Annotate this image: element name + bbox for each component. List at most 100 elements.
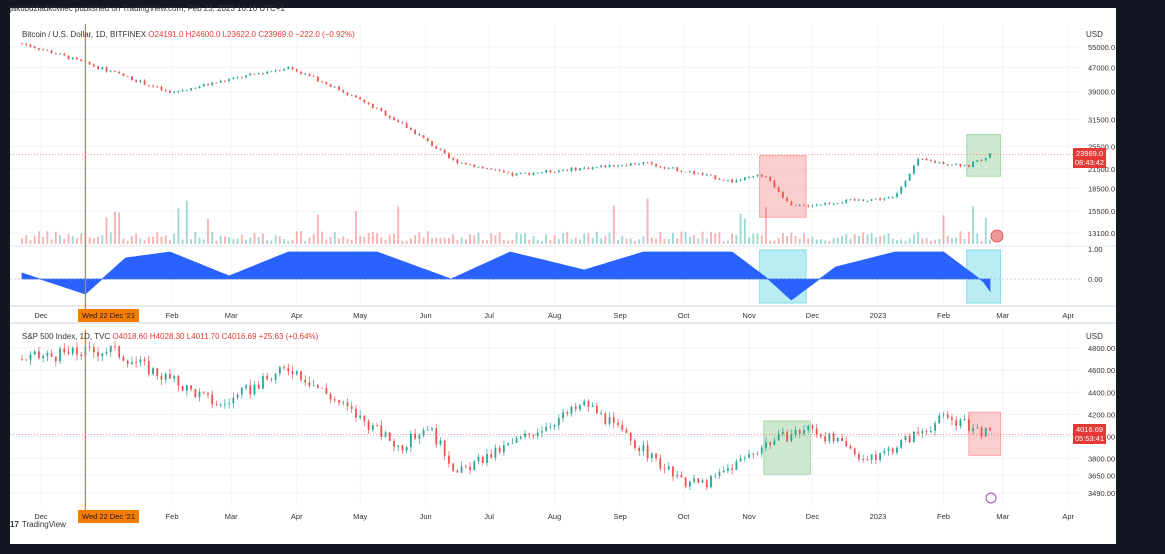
time-axis-label: Jul xyxy=(484,311,494,320)
spx-candle-body xyxy=(439,440,442,445)
btc-candle-body xyxy=(879,198,881,200)
btc-candle-body xyxy=(760,174,763,177)
published-caption: jakubdzladkowiec published on TradingVie… xyxy=(10,4,285,13)
spx-candle-body xyxy=(688,481,691,487)
spx-candle-body xyxy=(262,376,264,389)
spx-candle-body xyxy=(638,448,641,452)
btc-candle-body xyxy=(249,73,252,76)
btc-candle-body xyxy=(591,167,594,169)
spx-candle-body xyxy=(938,415,941,424)
tradingview-logo[interactable]: 17 TradingView xyxy=(10,520,66,529)
volume-bar xyxy=(549,240,552,244)
volume-bar xyxy=(562,233,564,244)
volume-bar xyxy=(181,239,184,244)
btc-candle-body xyxy=(435,145,438,149)
spx-candle-body xyxy=(913,431,915,443)
time-axis-label: Dec xyxy=(806,512,820,521)
volume-bar xyxy=(545,234,548,244)
btc-candle-body xyxy=(126,75,129,77)
volume-bar xyxy=(756,233,759,244)
btc-candle-body xyxy=(579,168,581,171)
volume-bar xyxy=(515,232,518,244)
volume-bar xyxy=(211,231,214,244)
spx-candle-body xyxy=(304,379,307,383)
btc-candle-body xyxy=(718,179,721,180)
volume-bar xyxy=(574,237,577,244)
volume-bar xyxy=(566,231,569,244)
spx-candle-body xyxy=(570,406,573,414)
spx-candle-body xyxy=(748,454,750,458)
btc-candle-body xyxy=(769,177,772,181)
btc-candle-body xyxy=(329,84,332,87)
btc-candle-body xyxy=(194,88,197,89)
spx-candle-body xyxy=(625,429,628,433)
spx-candle-body xyxy=(984,427,987,437)
spx-candle-body xyxy=(536,432,539,436)
spx-candle-body xyxy=(67,352,70,354)
volume-bar xyxy=(80,233,83,244)
btc-candle-body xyxy=(900,186,903,194)
btc-candle-body xyxy=(807,205,810,207)
volume-bar xyxy=(350,239,353,244)
btc-price-tick: 18500.0 xyxy=(1088,184,1115,193)
time-axis-label: Mar xyxy=(225,512,238,521)
btc-candle-body xyxy=(388,115,391,118)
spx-candle-body xyxy=(693,478,696,482)
btc-candles[interactable] xyxy=(21,42,991,208)
btc-legend: Bitcoin / U.S. Dollar, 1D, BITFINEX O241… xyxy=(22,30,355,39)
btc-candle-body xyxy=(486,168,488,169)
btc-candle-body xyxy=(955,163,958,165)
volume-bar xyxy=(896,240,898,244)
spx-candle-body xyxy=(815,428,818,435)
btc-candle-body xyxy=(228,79,231,82)
volume-bar xyxy=(646,198,649,244)
btc-candle-body xyxy=(464,162,467,165)
btc-candle-body xyxy=(929,160,932,162)
btc-legend-name: Bitcoin / U.S. Dollar, 1D, BITFINEX xyxy=(22,30,147,39)
btc-candle-body xyxy=(748,177,750,178)
spx-price-tick: 3650.00 xyxy=(1088,471,1115,480)
btc-candle-body xyxy=(38,48,40,50)
spx-candle-body xyxy=(477,456,480,462)
volume-bar xyxy=(887,233,890,244)
spx-candle-body xyxy=(659,458,662,469)
btc-candle-body xyxy=(913,165,915,174)
volume-bar xyxy=(553,235,556,244)
spx-candle-body xyxy=(836,437,839,442)
volume-bar xyxy=(828,240,831,244)
spx-candle-body xyxy=(680,474,683,478)
volume-bar xyxy=(469,234,471,244)
volume-bar xyxy=(693,234,696,244)
btc-candle-body xyxy=(443,150,446,154)
btc-candle-body xyxy=(963,165,966,167)
btc-candle-body xyxy=(777,187,780,193)
btc-candle-body xyxy=(570,167,573,171)
spx-candle-body xyxy=(388,432,391,441)
oscillator[interactable] xyxy=(10,251,1080,301)
volume-bar xyxy=(477,232,480,244)
spx-candle-body xyxy=(63,348,66,353)
spx-candle-body xyxy=(300,371,302,380)
spx-candles[interactable] xyxy=(21,341,991,491)
volume-bar xyxy=(972,206,974,244)
btc-candle-body xyxy=(278,70,281,72)
btc-candle-body xyxy=(824,203,827,205)
btc-candle-body xyxy=(291,66,294,70)
btc-candle-body xyxy=(663,167,666,169)
volume-bar xyxy=(240,234,243,244)
volume-bar xyxy=(980,240,983,244)
spx-candle-body xyxy=(612,417,615,423)
btc-price-tick: 55000.0 xyxy=(1088,43,1115,52)
btc-candle-body xyxy=(841,202,843,204)
volume-bar xyxy=(680,231,683,244)
volume-bar xyxy=(215,240,218,244)
volume-bar xyxy=(942,215,945,244)
spx-candle-body xyxy=(722,471,725,473)
volume-bar xyxy=(845,233,848,244)
volume-bar xyxy=(122,238,125,244)
volume-bar xyxy=(507,240,510,244)
btc-candle-body xyxy=(409,127,412,130)
volume-bar xyxy=(946,235,949,244)
btc-candle-body xyxy=(414,129,417,135)
